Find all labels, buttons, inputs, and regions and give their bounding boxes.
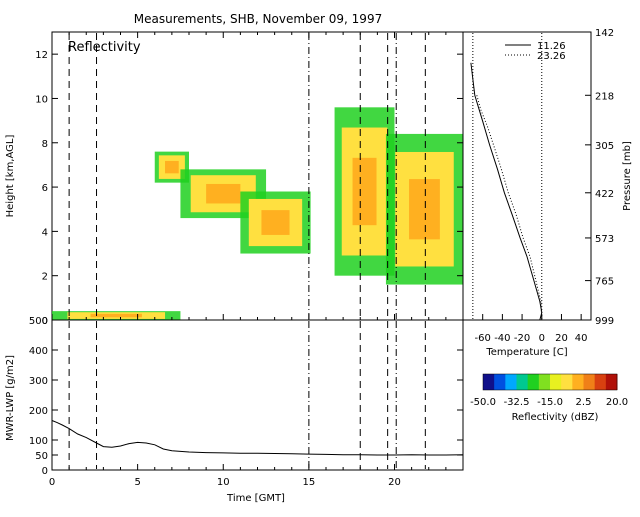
lwp-event-lines [68,321,426,469]
colorbar-cell [583,374,596,390]
echo-core [206,183,241,204]
legend-entry-2: 23.26 [537,51,566,62]
echo-region [240,191,311,254]
sounding-panel: -60 -40 -20 0 20 40 142 218 305 422 573 765 999 11.2… [462,28,633,358]
colorbar-ticks: -50.0 -32.5 -15.0 2.5 20.0 [470,397,628,408]
sounding-lines [470,33,543,321]
lwp-y-tick-label: 300 [29,376,48,387]
colorbar-label: Reflectivity (dBZ) [512,412,599,423]
radar-y-ticks: 0 2 4 6 8 10 12 [35,32,464,327]
sounding-x-tick-label: 40 [575,333,588,344]
chart-title: Measurements, SHB, November 09, 1997 [134,12,382,26]
echo-core [165,160,179,174]
echo-region [154,151,189,183]
radar-y-axis-label: Height [km,AGL] [5,135,16,218]
sounding-series-11.26 [470,62,543,321]
sounding-p-tick-label: 422 [595,189,614,200]
colorbar-cell [494,374,506,390]
lwp-y-tick-label: 50 [35,451,48,462]
colorbar-tick-label: -15.0 [537,397,563,408]
radar-y-tick-label: 0 [42,316,48,327]
lwp-frame [51,319,464,471]
colorbar-cell [561,374,573,390]
lwp-y-tick-label: 400 [29,346,48,357]
lwp-series-line [51,420,464,456]
colorbar-cell [527,374,540,390]
echo-region [385,133,463,285]
sounding-x-tick-label: -40 [494,333,510,344]
colorbar-cell [516,374,529,390]
colorbar-cell [605,374,618,390]
radar-y-tick-label: 6 [42,183,48,194]
colorbar-frame [482,373,618,391]
lwp-x-tick-label: 0 [49,477,55,488]
colorbar-cell [594,374,607,390]
lwp-y-axis-label: MWR-LWP [g/m2] [5,355,16,441]
sounding-y-axis-label: Pressure [mb] [622,141,633,211]
colorbar-tick-label: 20.0 [606,397,628,408]
lwp-x-axis-label: Time [GMT] [226,493,285,504]
legend-entry-1: 11.26 [537,41,566,52]
lwp-x-tick-label: 20 [388,477,401,488]
colorbar-cell [572,374,584,390]
lwp-y-tick-label: 100 [29,436,48,447]
echo-region [334,107,395,276]
sounding-p-tick-label: 573 [595,234,614,245]
sounding-p-tick-label: 218 [595,91,614,102]
colorbar-cell [550,374,562,390]
lwp-y-tick-label: 0 [42,466,48,477]
colorbar-cell [483,374,495,390]
colorbar-tick-label: -50.0 [470,397,496,408]
colorbar-cell [505,374,517,390]
sounding-p-tick-label: 765 [595,277,614,288]
echo-core [409,179,440,240]
lwp-x-tick-label: 5 [134,477,140,488]
echo-region [52,311,181,320]
lwp-x-tick-label: 15 [303,477,316,488]
sounding-x-tick-label: -20 [514,333,530,344]
sounding-frame [462,31,592,321]
colorbar-cell [538,374,551,390]
sounding-ticks: -60 -40 -20 0 20 40 142 218 305 422 573 765 999 [475,28,615,344]
echo-core [352,157,377,226]
radar-y-tick-label: 12 [35,50,48,61]
radar-y-tick-label: 10 [35,94,48,105]
echo-core [90,313,142,318]
radar-panel-label: Reflectivity [68,40,141,55]
radar-panel: 0 2 4 6 8 10 12 Reflectivity Height [km,AGL] [5,31,464,327]
sounding-x-axis-label: Temperature [C] [485,347,567,358]
sounding-series-23.26 [476,95,543,321]
colorbar-gradient [483,374,618,390]
lwp-y-tick-label: 200 [29,406,48,417]
colorbar: -50.0 -32.5 -15.0 2.5 20.0 Reflectivity (dBZ… [470,373,628,423]
sounding-p-tick-label: 305 [595,141,614,152]
radar-y-tick-label: 4 [42,227,48,238]
colorbar-tick-label: -32.5 [504,397,530,408]
radar-event-lines [68,33,426,319]
colorbar-tick-label: 2.5 [576,397,592,408]
echo-core [261,210,290,235]
radar-y-tick-label: 2 [42,272,48,283]
lwp-y-tick-label: 500 [29,316,48,327]
sounding-x-tick-label: 0 [539,333,545,344]
radar-y-tick-label: 8 [42,139,48,150]
sounding-p-tick-label: 999 [595,316,614,327]
sounding-x-tick-label: -60 [475,333,491,344]
lwp-x-tick-label: 10 [217,477,230,488]
sounding-p-tick-label: 142 [595,28,614,39]
radar-echo-layer [52,107,463,320]
sounding-x-tick-label: 20 [555,333,568,344]
